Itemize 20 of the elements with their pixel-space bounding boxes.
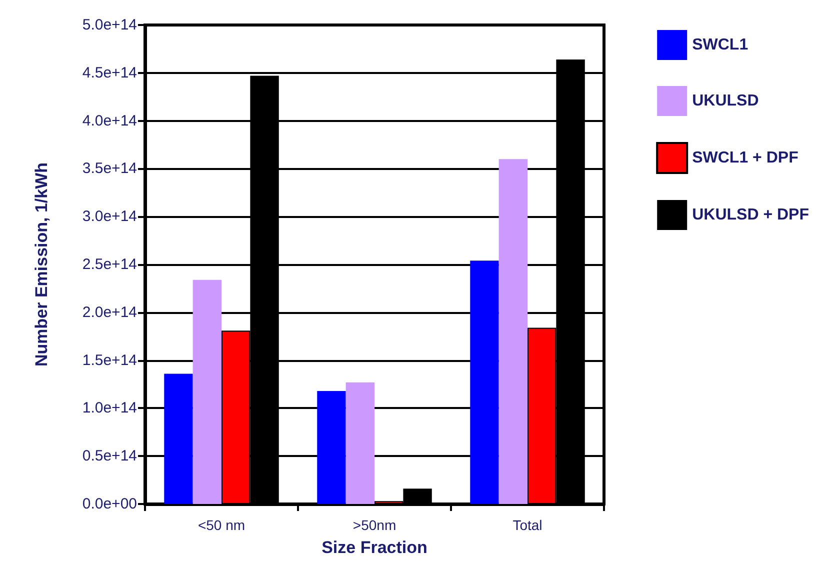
y-tick-label: 4.5e+14: [82, 64, 137, 82]
x-axis-title: Size Fraction: [322, 538, 428, 557]
y-tick-label: 2.0e+14: [82, 304, 137, 321]
y-tick-label: 1.0e+14: [82, 400, 137, 417]
legend-label: SWCL1: [692, 36, 748, 54]
x-tick-label: Total: [512, 517, 542, 533]
legend-label: SWCL1 + DPF: [692, 150, 799, 166]
y-tick-label: 3.0e+14: [82, 208, 137, 226]
y-tick-label: 5.0e+14: [82, 16, 137, 34]
x-tick-label: <50 nm: [198, 517, 246, 533]
x-tick-label: >50nm: [352, 517, 396, 533]
y-tick-label: 3.5e+14: [82, 160, 137, 178]
legend-label: UKULSD: [692, 92, 759, 110]
y-tick-label: 0.0e+00: [82, 496, 137, 512]
legend-label: UKULSD + DPF: [692, 206, 810, 224]
y-axis-title: Number Emission, 1/kWh: [32, 162, 51, 367]
y-tick-label: 0.5e+14: [82, 448, 137, 465]
y-tick-label: 4.0e+14: [82, 112, 137, 130]
y-tick-label: 1.5e+14: [82, 352, 137, 369]
y-tick-label: 2.5e+14: [82, 256, 137, 273]
